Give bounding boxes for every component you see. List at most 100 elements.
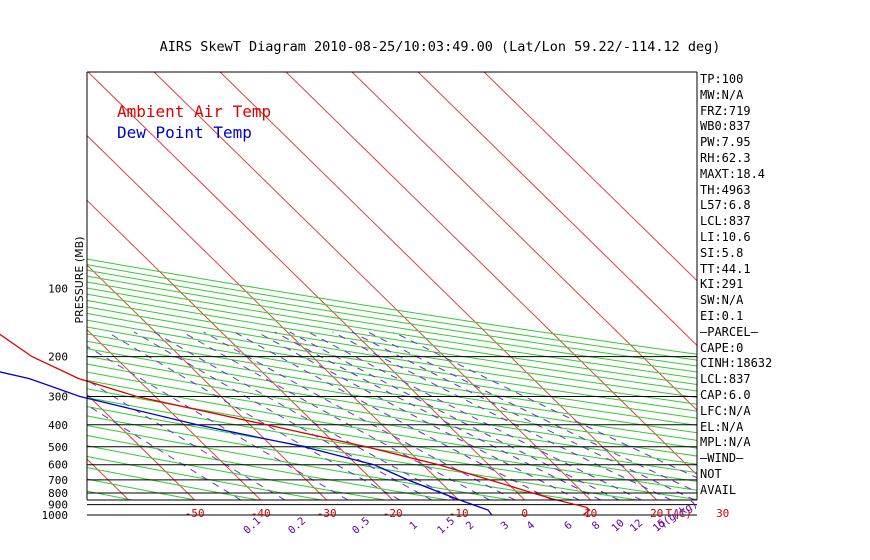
stat-entry: MW:N/A (700, 87, 744, 102)
stats-panel: TP:100 MW:N/A FRZ:719 WB0:837 PW:7.95 RH:62.3… (700, 72, 772, 499)
mixing-ratio-line (133, 331, 432, 500)
mixing-ratio-label: 12 (628, 517, 645, 534)
stat-entry: MAXT:18.4 (700, 166, 766, 181)
dry-adiabat-line (87, 363, 697, 465)
stat-entry: EI:0.1 (700, 308, 744, 323)
stat-entry: —WIND— (700, 451, 744, 466)
stat-entry: PW:7.95 (700, 135, 751, 150)
mixing-ratio-label: 10 (609, 517, 626, 534)
isotherm-line (87, 134, 460, 500)
dry-adiabat-line (87, 264, 697, 361)
pressure-tick-label: 300 (48, 391, 68, 404)
pressure-tick-label: 100 (48, 282, 68, 295)
mixing-ratio-line (153, 331, 456, 500)
isotherm-line (219, 72, 658, 500)
profiles (0, 333, 591, 516)
mixing-ratio-label: 0.5 (350, 515, 372, 537)
isotherm-line (87, 329, 262, 500)
dry-adiabat-line (87, 340, 697, 441)
dry-adiabat-line (87, 424, 512, 500)
x-axis-unit-label: T(C) (666, 507, 693, 520)
bottom-temp-tick-label: 10 (584, 507, 597, 520)
dry-adiabat-line (87, 348, 697, 449)
mixing-ratio-label: 4 (524, 519, 537, 532)
stat-entry: RH:62.3 (700, 150, 751, 165)
dry-adiabat-line (87, 388, 697, 491)
mixing-ratio-line (274, 331, 602, 500)
stat-entry: LI:10.6 (700, 229, 751, 244)
mixing-ratio-label: 0.2 (286, 515, 308, 537)
mixing-ratio-label: 8 (590, 519, 603, 532)
stat-entry: TP:100 (700, 72, 744, 86)
y-axis-label: PRESSURE (MB) (73, 237, 86, 324)
stat-entry: FRZ:719 (700, 103, 751, 118)
mixing-ratio-line (87, 345, 349, 500)
dry-adiabat-line (87, 379, 697, 482)
stat-entry: KI:291 (700, 277, 744, 292)
mixing-ratio-line (367, 331, 697, 493)
pressure-tick-label: 400 (48, 419, 68, 432)
mixing-ratio-label: 1 (407, 519, 420, 532)
stat-entry: NOT (700, 466, 722, 481)
isotherm-line (483, 72, 697, 282)
mixing-ratio-line (234, 331, 553, 500)
legend: Ambient Air Temp Dew Point Temp (117, 102, 271, 142)
stat-entry: LCL:837 (700, 214, 751, 229)
stat-entry: AVAIL (700, 482, 737, 497)
isotherm-line (417, 72, 697, 347)
pressure-tick-label: 1000 (42, 509, 69, 522)
stat-entry: —PARCEL— (700, 324, 758, 339)
mixing-ratio-line (393, 331, 697, 479)
pressure-tick-label: 900 (48, 499, 68, 512)
legend-entry: Ambient Air Temp (117, 102, 271, 121)
bottom-temp-tick-label: -30 (317, 507, 337, 520)
bottom-temp-tick-label: -10 (449, 507, 469, 520)
stat-entry: LFC:N/A (700, 403, 751, 418)
isotherm-line (285, 72, 697, 476)
isotherm-line (351, 72, 697, 411)
bottom-temp-tick-label: 20 (650, 507, 663, 520)
stat-entry: CAPE:0 (700, 340, 744, 355)
mixing-ratio-line (87, 379, 286, 500)
mixing-ratio-line (256, 331, 580, 500)
bottom-temp-tick-label: 30 (716, 507, 729, 520)
bottom-temp-tick-label: -20 (383, 507, 403, 520)
dry-adiabat-line (87, 415, 575, 500)
mixing-ratio-label: 3 (499, 519, 512, 532)
pressure-tick-label: 600 (48, 459, 68, 472)
isotherm-line (153, 72, 592, 500)
dry-adiabat-line (87, 406, 638, 500)
mixing-ratio-line (289, 331, 620, 500)
dry-adiabat-line (87, 275, 697, 373)
bottom-temp-tick-label: -40 (251, 507, 271, 520)
pressure-tick-label: 200 (48, 351, 68, 364)
stat-entry: EL:N/A (700, 419, 744, 434)
dry-adiabat-line (87, 258, 697, 355)
stat-entry: MPL:N/A (700, 435, 751, 450)
bottom-temp-tick-label: -50 (185, 507, 205, 520)
stat-entry: CAP:6.0 (700, 387, 751, 402)
stat-entry: SW:N/A (700, 293, 744, 308)
stat-entry: CINH:18632 (700, 356, 773, 371)
dry-adiabat-line (87, 281, 697, 379)
mixing-ratio-label: 6 (562, 519, 575, 532)
background-lines (87, 72, 697, 500)
stat-entry: LCL:837 (700, 372, 751, 387)
mixing-ratio-line (106, 331, 401, 500)
mixing-ratio-line (332, 331, 672, 500)
chart-title: AIRS SkewT Diagram 2010-08-25/10:03:49.0… (160, 39, 721, 55)
dry-adiabat-line (87, 355, 697, 457)
stat-entry: TH:4963 (700, 182, 751, 197)
mixing-ratio-line (307, 331, 642, 500)
mixing-ratio-line (87, 404, 242, 500)
isotherm-line (87, 72, 526, 500)
air-temperature-line (0, 333, 591, 516)
pressure-tick-label: 500 (48, 441, 68, 454)
stat-entry: L57:6.8 (700, 198, 751, 213)
dry-adiabat-line (87, 371, 697, 474)
stat-entry: SI:5.8 (700, 245, 744, 260)
legend-entry: Dew Point Temp (117, 123, 252, 142)
isotherm-line (87, 393, 196, 500)
